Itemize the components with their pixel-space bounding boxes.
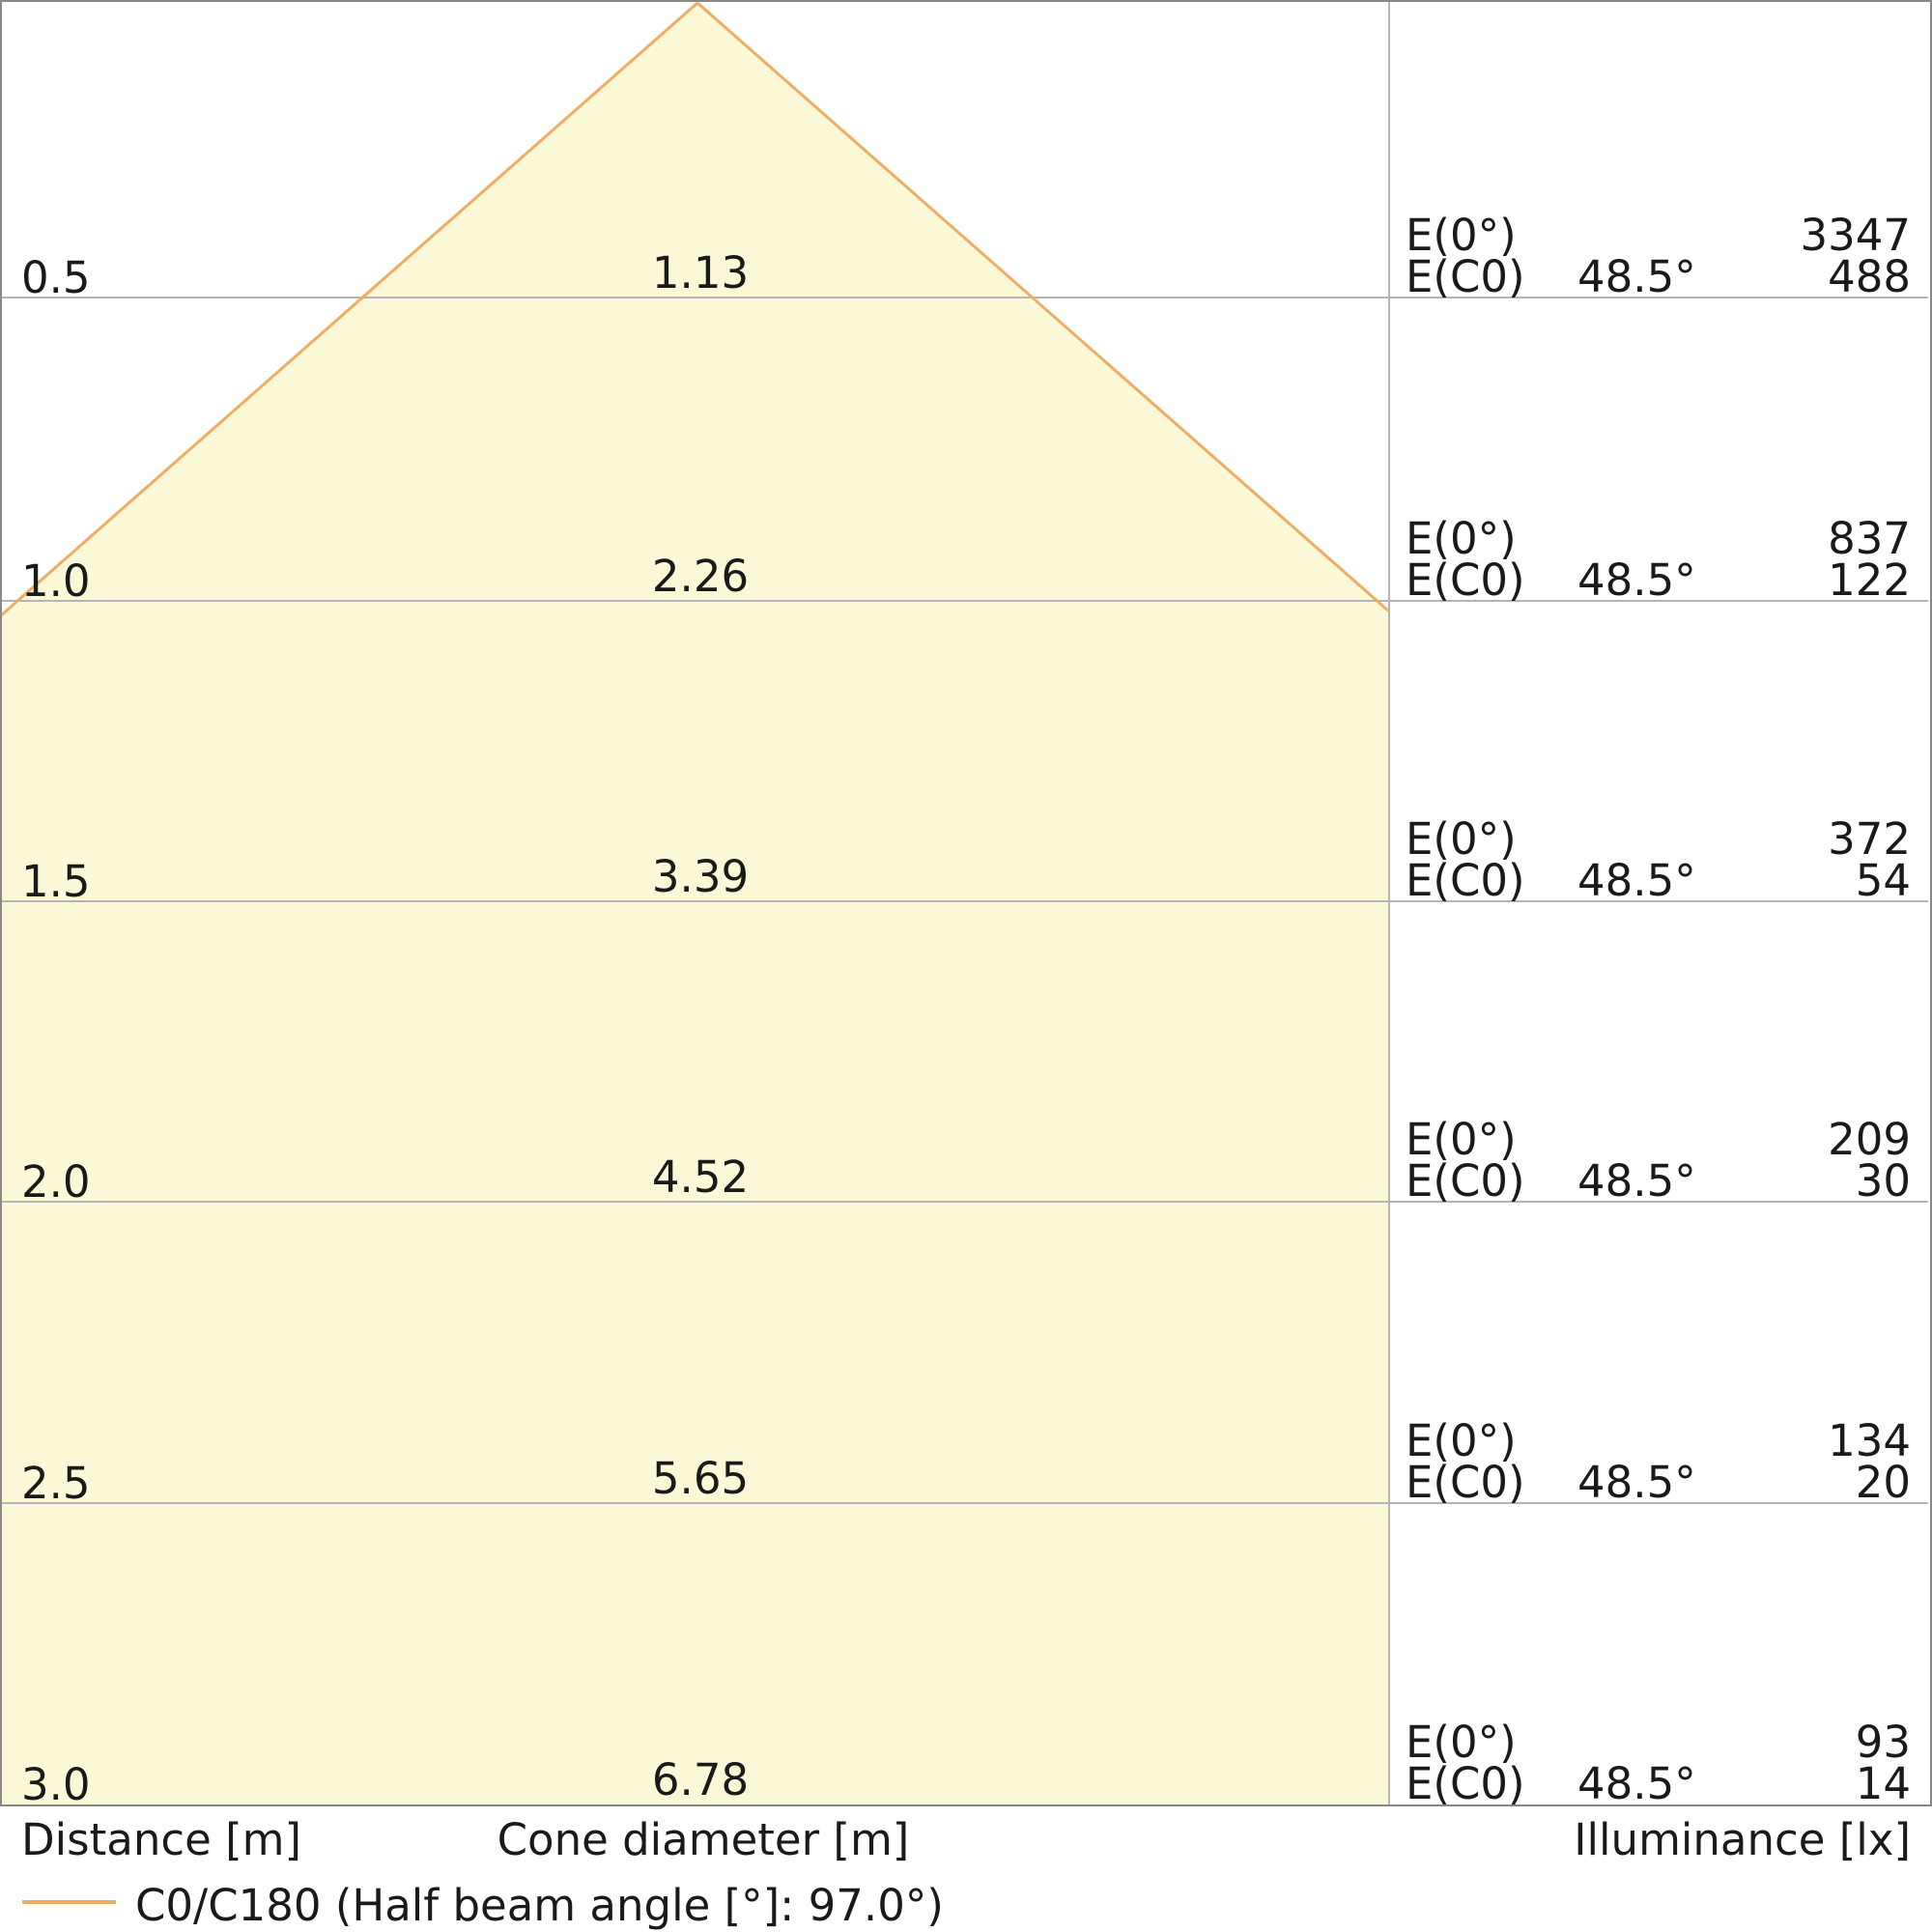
e0-value: 372 bbox=[1828, 813, 1911, 865]
e0-label: E(0°) bbox=[1406, 1717, 1517, 1768]
e0-value: 134 bbox=[1828, 1415, 1911, 1466]
e0-label: E(0°) bbox=[1406, 1114, 1517, 1165]
ec0-label: E(C0) bbox=[1406, 855, 1525, 906]
e0-label: E(0°) bbox=[1406, 513, 1517, 564]
distance-label: 3.0 bbox=[21, 1759, 91, 1810]
e0-value: 209 bbox=[1828, 1114, 1911, 1165]
e0-label: E(0°) bbox=[1406, 210, 1517, 261]
ec0-label: E(C0) bbox=[1406, 1155, 1525, 1207]
cone-diameter-axis-label: Cone diameter [m] bbox=[497, 1814, 910, 1865]
distance-label: 0.5 bbox=[21, 252, 91, 303]
e0-value: 837 bbox=[1828, 513, 1911, 564]
ec0-value: 30 bbox=[1855, 1155, 1911, 1207]
half-angle-value: 48.5° bbox=[1577, 1155, 1696, 1207]
cone-diameter-value: 2.26 bbox=[651, 551, 750, 602]
cone-edge-left bbox=[0, 1, 698, 618]
cone-edge-right bbox=[696, 1, 1390, 613]
ec0-label: E(C0) bbox=[1406, 554, 1525, 606]
e0-value: 3347 bbox=[1800, 210, 1911, 261]
illuminance-axis-label: Illuminance [lx] bbox=[1574, 1814, 1911, 1865]
e0-label: E(0°) bbox=[1406, 813, 1517, 865]
e0-label: E(0°) bbox=[1406, 1415, 1517, 1466]
cone-diameter-value: 1.13 bbox=[651, 247, 750, 298]
ec0-label: E(C0) bbox=[1406, 1758, 1525, 1809]
ec0-value: 20 bbox=[1855, 1457, 1911, 1508]
cone-diameter-value: 5.65 bbox=[651, 1453, 750, 1504]
distance-label: 1.0 bbox=[21, 555, 91, 607]
half-angle-value: 48.5° bbox=[1577, 1758, 1696, 1809]
cone-diameter-value: 4.52 bbox=[651, 1151, 750, 1203]
ec0-value: 488 bbox=[1828, 251, 1911, 302]
half-angle-value: 48.5° bbox=[1577, 1457, 1696, 1508]
light-cone-fill bbox=[0, 2, 1389, 1804]
cone-plot-canvas bbox=[0, 1, 1928, 1804]
ec0-value: 14 bbox=[1855, 1758, 1911, 1809]
legend-swatch bbox=[22, 1900, 116, 1904]
e0-value: 93 bbox=[1855, 1717, 1911, 1768]
half-angle-value: 48.5° bbox=[1577, 855, 1696, 906]
half-angle-value: 48.5° bbox=[1577, 554, 1696, 606]
legend-line-sample bbox=[22, 1900, 116, 1904]
legend-label: C0/C180 (Half beam angle [°]: 97.0°) bbox=[135, 1880, 944, 1931]
distance-label: 2.5 bbox=[21, 1458, 91, 1509]
distance-label: 1.5 bbox=[21, 856, 91, 907]
ec0-value: 122 bbox=[1828, 554, 1911, 606]
distance-label: 2.0 bbox=[21, 1156, 91, 1208]
ec0-label: E(C0) bbox=[1406, 251, 1525, 302]
distance-axis-label: Distance [m] bbox=[21, 1814, 302, 1865]
cone-diameter-value: 6.78 bbox=[651, 1754, 750, 1805]
half-angle-value: 48.5° bbox=[1577, 251, 1696, 302]
ec0-value: 54 bbox=[1855, 855, 1911, 906]
ec0-label: E(C0) bbox=[1406, 1457, 1525, 1508]
cone-diameter-value: 3.39 bbox=[651, 851, 750, 902]
